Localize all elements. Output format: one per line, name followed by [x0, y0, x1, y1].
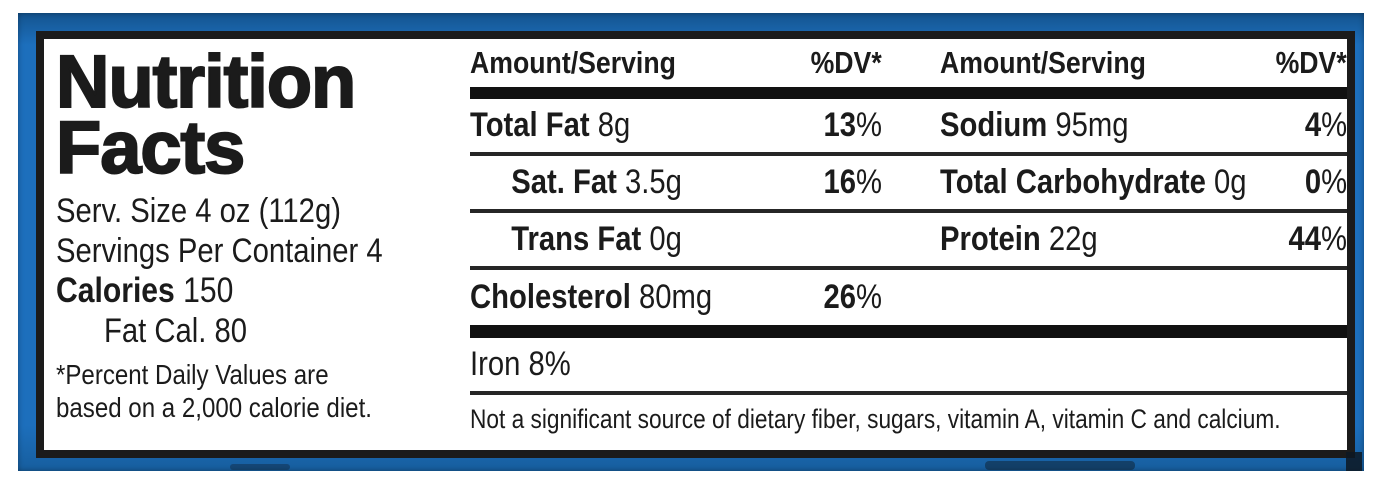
nutrition-facts-title: Nutrition Facts — [55, 40, 471, 189]
title-line-1: Nutrition — [55, 40, 357, 123]
nutrient-amount: 3.5g — [625, 163, 682, 201]
nutrient-amount: 8g — [597, 106, 631, 144]
nutrient-name: Sat. Fat — [511, 163, 617, 201]
label-blue-frame: Nutrition Facts Serv. Size 4 oz (112g) S… — [18, 13, 1364, 471]
dv-value: 44% — [1288, 220, 1347, 258]
serving-info-panel: Nutrition Facts Serv. Size 4 oz (112g) S… — [55, 40, 471, 424]
dv-header-left: %DV* — [810, 45, 882, 80]
iron-row: Iron 8% — [470, 338, 1347, 395]
footnote-line-2: based on a 2,000 calorie diet. — [56, 392, 372, 423]
calories-line: Calories 150 — [56, 271, 471, 311]
calories-label: Calories — [56, 271, 175, 310]
header-divider-bar — [470, 87, 1347, 99]
table-row: Cholesterol 80mg 26% — [470, 270, 1347, 325]
nutrient-name: Sodium — [940, 106, 1048, 144]
calories-value: 150 — [183, 271, 234, 310]
nutrient-name: Protein — [940, 220, 1041, 258]
daily-values-footnote: *Percent Daily Values are based on a 2,0… — [56, 358, 471, 424]
dv-header-right: %DV* — [1275, 45, 1347, 80]
nutrient-amount: 95mg — [1055, 106, 1129, 144]
table-row: Trans Fat 0g Protein 22g 44% — [470, 213, 1347, 270]
nutrition-facts-panel: Nutrition Facts Serv. Size 4 oz (112g) S… — [36, 31, 1355, 458]
nutrient-amount: 0g — [1214, 163, 1247, 201]
dv-value: 26% — [823, 278, 882, 316]
table-header-row: Amount/Serving %DV* Amount/Serving %DV* — [470, 39, 1347, 87]
nutrient-amount: 22g — [1048, 220, 1098, 258]
amount-serving-header-right: Amount/Serving — [940, 45, 1146, 80]
footnote-line-1: *Percent Daily Values are — [56, 359, 329, 390]
dv-value: 4% — [1304, 106, 1347, 144]
insignificant-nutrients-note: Not a significant source of dietary fibe… — [470, 403, 1281, 434]
nutrient-amount: 80mg — [638, 278, 713, 316]
title-line-2: Facts — [55, 106, 246, 189]
table-row: Sat. Fat 3.5g 16% Total Carbohydrate 0g … — [470, 156, 1347, 213]
print-artifact — [1346, 452, 1362, 471]
table-row: Total Fat 8g 13% Sodium 95mg 4% — [470, 99, 1347, 156]
servings-per-container-line: Servings Per Container 4 — [56, 232, 383, 270]
nutrient-name: Total Fat — [470, 106, 590, 144]
dv-value: 16% — [823, 163, 882, 201]
dv-value: 0% — [1304, 163, 1347, 201]
serving-size-line: Serv. Size 4 oz (112g) — [56, 192, 341, 230]
section-divider-bar — [470, 325, 1347, 338]
dv-value: 13% — [823, 106, 882, 144]
nutrient-name: Cholesterol — [470, 278, 631, 316]
nutrient-amount: 0g — [649, 220, 682, 258]
nutrient-name: Trans Fat — [511, 220, 642, 258]
print-artifact — [230, 464, 290, 470]
label-content: Nutrition Facts Serv. Size 4 oz (112g) S… — [44, 39, 1347, 450]
fat-calories-line: Fat Cal. 80 — [104, 312, 248, 350]
amount-serving-header-left: Amount/Serving — [470, 45, 676, 80]
print-artifact — [985, 461, 1135, 470]
nutrient-name: Total Carbohydrate — [940, 163, 1206, 201]
nutrients-table: Amount/Serving %DV* Amount/Serving %DV* … — [470, 39, 1347, 443]
